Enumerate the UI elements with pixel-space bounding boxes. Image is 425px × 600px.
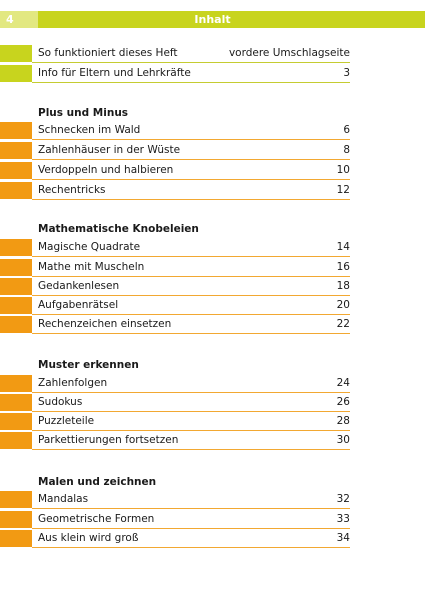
- entry-underline: [32, 295, 350, 296]
- section-heading: Muster erkennen: [38, 359, 139, 371]
- toc-entry[interactable]: Magische Quadrate 14: [0, 238, 350, 257]
- entry-label: Aufgabenrätsel: [38, 299, 119, 311]
- entry-underline: [32, 276, 350, 277]
- entry-marker: [0, 278, 32, 295]
- entry-label: Rechenzeichen einsetzen: [38, 318, 172, 330]
- entry-underline: [32, 528, 350, 529]
- entry-underline: [32, 82, 350, 83]
- entry-label: Magische Quadrate: [38, 241, 141, 253]
- toc-entry[interactable]: Puzzleteile 28: [0, 412, 350, 431]
- toc-entry[interactable]: Aufgabenrätsel 20: [0, 296, 350, 315]
- section-heading: Mathematische Knobeleien: [38, 223, 199, 235]
- entry-underline: [32, 430, 350, 431]
- entry-marker: [0, 511, 32, 528]
- entry-marker: [0, 122, 32, 139]
- entry-marker: [0, 239, 32, 256]
- entry-marker: [0, 182, 32, 199]
- entry-underline: [32, 256, 350, 257]
- entry-page: 24: [336, 377, 350, 389]
- entry-page: 28: [336, 415, 350, 427]
- entry-underline: [32, 139, 350, 140]
- entry-page: 10: [336, 164, 350, 176]
- entry-underline: [32, 199, 350, 200]
- entry-page: 32: [336, 493, 350, 505]
- entry-page: 34: [336, 532, 350, 544]
- toc-entry[interactable]: Geometrische Formen 33: [0, 510, 350, 529]
- entry-page: 14: [336, 241, 350, 253]
- entry-marker: [0, 530, 32, 547]
- entry-page: 3: [343, 67, 350, 79]
- section-heading: Malen und zeichnen: [38, 476, 157, 488]
- page-title: Inhalt: [194, 13, 231, 26]
- toc-entry[interactable]: Sudokus 26: [0, 393, 350, 412]
- entry-underline: [32, 547, 350, 548]
- entry-label: Verdoppeln und halbieren: [38, 164, 174, 176]
- toc-entry[interactable]: Verdoppeln und halbieren 10: [0, 161, 350, 180]
- entry-label: Gedankenlesen: [38, 280, 120, 292]
- entry-underline: [32, 508, 350, 509]
- section-heading: Plus und Minus: [38, 107, 129, 119]
- entry-label: Rechentricks: [38, 184, 106, 196]
- entry-marker: [0, 65, 32, 82]
- entry-underline: [32, 333, 350, 334]
- entry-marker: [0, 413, 32, 430]
- entry-page: vordere Umschlagseite: [228, 47, 350, 59]
- entry-label: Parkettierungen fortsetzen: [38, 434, 179, 446]
- toc-entry-intro[interactable]: So funktioniert dieses Heft vordere Umsc…: [0, 44, 350, 63]
- header-bar: 4 Inhalt: [0, 11, 425, 28]
- entry-label: So funktioniert dieses Heft: [38, 47, 178, 59]
- entry-underline: [32, 159, 350, 160]
- toc-entry[interactable]: Schnecken im Wald 6: [0, 121, 350, 140]
- entry-marker: [0, 375, 32, 392]
- entry-marker: [0, 162, 32, 179]
- entry-page: 8: [343, 144, 350, 156]
- entry-underline: [32, 62, 350, 63]
- entry-label: Aus klein wird groß: [38, 532, 139, 544]
- entry-page: 26: [336, 396, 350, 408]
- entry-underline: [32, 392, 350, 393]
- toc-entry-intro[interactable]: Info für Eltern und Lehrkräfte 3: [0, 64, 350, 83]
- entry-marker: [0, 259, 32, 276]
- toc-entry[interactable]: Zahlenhäuser in der Wüste 8: [0, 141, 350, 160]
- toc-entry[interactable]: Gedankenlesen 18: [0, 277, 350, 296]
- entry-marker: [0, 432, 32, 449]
- entry-page: 33: [336, 513, 350, 525]
- entry-label: Zahlenfolgen: [38, 377, 108, 389]
- entry-label: Mathe mit Muscheln: [38, 261, 145, 273]
- toc-entry[interactable]: Rechenzeichen einsetzen 22: [0, 315, 350, 334]
- entry-label: Zahlenhäuser in der Wüste: [38, 144, 181, 156]
- toc-entry[interactable]: Aus klein wird groß 34: [0, 529, 350, 548]
- entry-label: Schnecken im Wald: [38, 124, 141, 136]
- entry-page: 30: [336, 434, 350, 446]
- entry-marker: [0, 45, 32, 62]
- toc-entry[interactable]: Parkettierungen fortsetzen 30: [0, 431, 350, 450]
- entry-marker: [0, 491, 32, 508]
- entry-label: Info für Eltern und Lehrkräfte: [38, 67, 191, 79]
- entry-underline: [32, 179, 350, 180]
- entry-label: Geometrische Formen: [38, 513, 155, 525]
- entry-page: 16: [336, 261, 350, 273]
- toc-entry[interactable]: Mandalas 32: [0, 490, 350, 509]
- entry-label: Mandalas: [38, 493, 89, 505]
- entry-marker: [0, 142, 32, 159]
- entry-marker: [0, 394, 32, 411]
- entry-marker: [0, 316, 32, 333]
- page-number: 4: [0, 11, 38, 28]
- entry-marker: [0, 297, 32, 314]
- entry-underline: [32, 411, 350, 412]
- entry-label: Sudokus: [38, 396, 83, 408]
- entry-page: 20: [336, 299, 350, 311]
- entry-page: 18: [336, 280, 350, 292]
- entry-underline: [32, 314, 350, 315]
- entry-page: 12: [336, 184, 350, 196]
- toc-entry[interactable]: Zahlenfolgen 24: [0, 374, 350, 393]
- entry-label: Puzzleteile: [38, 415, 95, 427]
- entry-page: 6: [343, 124, 350, 136]
- toc-entry[interactable]: Rechentricks 12: [0, 181, 350, 200]
- entry-underline: [32, 449, 350, 450]
- entry-page: 22: [336, 318, 350, 330]
- toc-entry[interactable]: Mathe mit Muscheln 16: [0, 258, 350, 277]
